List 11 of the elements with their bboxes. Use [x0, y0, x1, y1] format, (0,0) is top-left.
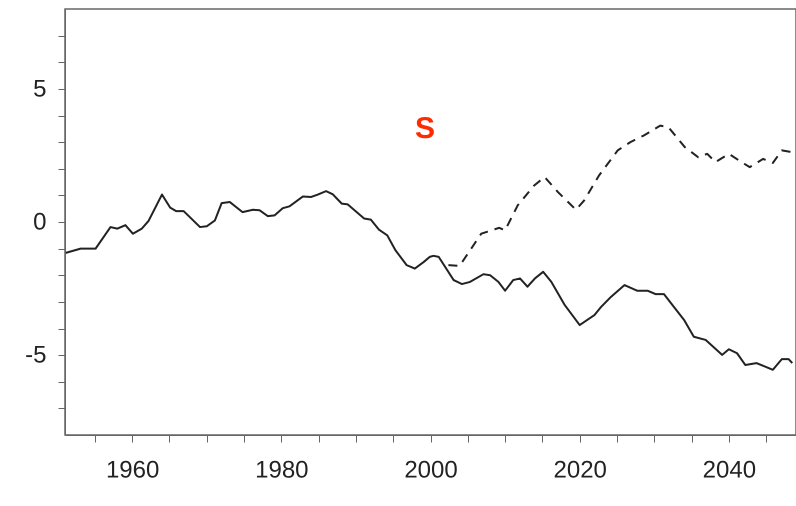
y-tick-label: 0 [33, 208, 46, 236]
line-series [65, 190, 794, 371]
x-tick-label: 1980 [255, 456, 309, 484]
x-tick-label: 2000 [404, 456, 458, 484]
y-tick-label: -5 [25, 342, 46, 369]
x-tick-label: 2040 [702, 456, 756, 484]
annotation: S [414, 112, 436, 145]
x-tick-label: 1960 [106, 456, 160, 484]
x-tick-label: 2020 [553, 456, 607, 484]
line-series [447, 124, 794, 267]
y-tick-label: 5 [33, 75, 46, 102]
